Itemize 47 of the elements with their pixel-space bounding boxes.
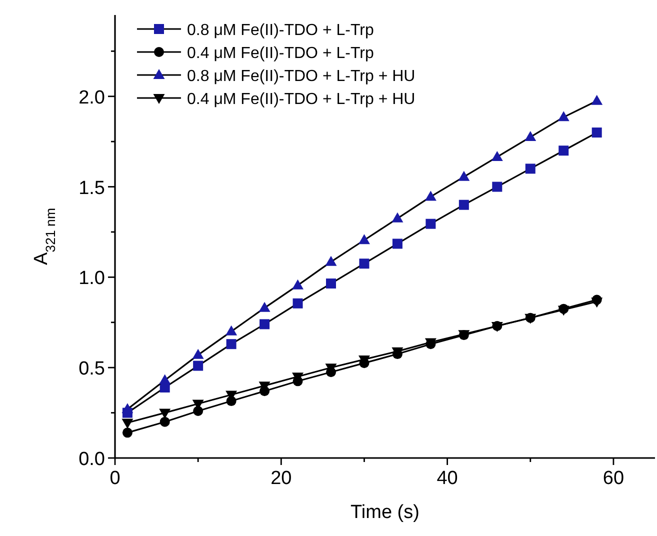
point: [292, 279, 304, 290]
point: [122, 403, 134, 414]
point: [358, 234, 370, 244]
point: [192, 348, 204, 359]
point: [122, 428, 132, 438]
point: [392, 238, 402, 249]
point: [591, 298, 603, 308]
x-tick-label: 60: [602, 468, 624, 489]
point: [558, 146, 569, 156]
point: [326, 278, 336, 289]
x-axis-title: Time (s): [350, 502, 420, 523]
x-tick-label: 20: [270, 468, 292, 489]
point: [458, 200, 469, 210]
point: [258, 302, 270, 312]
point: [592, 128, 602, 138]
point: [292, 298, 303, 308]
point: [492, 182, 502, 192]
y-tick-label: 1.0: [78, 268, 105, 290]
point: [260, 319, 270, 330]
y-tick-label: 2.0: [78, 87, 105, 108]
point: [122, 418, 134, 429]
point: [392, 212, 404, 222]
point: [424, 190, 436, 201]
point: [525, 164, 536, 174]
x-tick-label: 0: [110, 468, 120, 489]
point: [226, 325, 238, 336]
legend-label: 0.8 μM Fe(II)-TDO + L-Trp + HU: [187, 68, 416, 85]
y-tick-label: 0.0: [78, 449, 105, 470]
legend-label: 0.4 μM Fe(II)-TDO + L-Trp + HU: [187, 91, 416, 108]
y-tick-label: 1.5: [78, 178, 105, 199]
point: [159, 374, 171, 384]
point: [491, 150, 503, 161]
point: [359, 258, 370, 269]
y-tick-label: 0.5: [78, 358, 105, 380]
legend-label: 0.4 μM Fe(II)-TDO + L-Trp: [187, 45, 374, 62]
point: [458, 170, 470, 181]
legend-label: 0.8 μM Fe(II)-TDO + L-Trp: [187, 22, 374, 39]
point: [524, 131, 536, 142]
point: [160, 416, 170, 427]
point: [226, 339, 236, 350]
point: [325, 256, 337, 266]
x-tick-label: 40: [436, 468, 458, 489]
point: [591, 94, 603, 105]
point: [426, 218, 436, 229]
point: [558, 111, 570, 122]
point: [193, 360, 204, 371]
point: [159, 408, 171, 419]
